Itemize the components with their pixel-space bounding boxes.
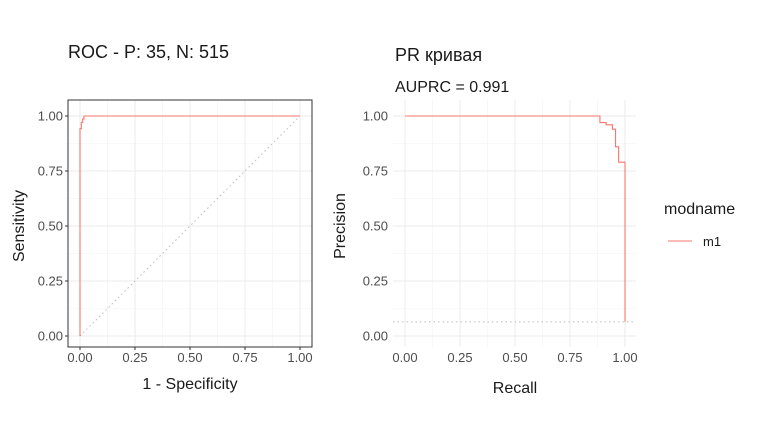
roc-y-tick-label: 0.25 (38, 274, 63, 289)
roc-y-tick-label: 0.00 (38, 329, 63, 344)
roc-x-tick-label: 0.75 (232, 350, 257, 365)
pr-y-tick-label: 0.50 (363, 219, 388, 234)
legend-label-m1: m1 (703, 234, 721, 249)
pr-x-tick-label: 0.75 (557, 350, 582, 365)
pr-tick-labels: 0.00 0.25 0.50 0.75 1.00 0.00 0.25 0.50 0.75 1.00 (363, 109, 638, 366)
roc-chart: ROC - P: 35, N: 515 0.00 0.25 0.50 0.75 1.00… (11, 42, 313, 393)
pr-y-tick-label: 0.00 (363, 329, 388, 344)
pr-x-tick-label: 0.25 (447, 350, 472, 365)
roc-y-tick-label: 0.75 (38, 164, 63, 179)
roc-x-tick-label: 0.50 (177, 350, 202, 365)
roc-gridlines (68, 100, 312, 347)
roc-x-axis-title: 1 - Specificity (142, 376, 237, 393)
pr-y-tick-label: 1.00 (363, 109, 388, 124)
roc-x-tick-label: 1.00 (287, 350, 312, 365)
pr-x-tick-label: 1.00 (612, 350, 637, 365)
roc-y-tick-label: 1.00 (38, 109, 63, 124)
pr-x-tick-label: 0.50 (502, 350, 527, 365)
roc-x-tick-label: 0.25 (122, 350, 147, 365)
pr-y-tick-label: 0.75 (363, 164, 388, 179)
roc-series-m1 (79, 115, 300, 336)
pr-subtitle: AUPRC = 0.991 (395, 79, 509, 96)
pr-y-axis-title: Precision (332, 193, 349, 259)
legend-title: modname (664, 201, 735, 218)
pr-chart: PR кривая AUPRC = 0.991 0.00 0.25 0.50 0.75… (332, 45, 638, 397)
pr-gridlines (393, 100, 636, 347)
pr-title: PR кривая (395, 45, 482, 65)
roc-y-axis-title: Sensitivity (11, 190, 28, 262)
pr-series-m1 (405, 115, 626, 322)
roc-panel-border (67, 99, 313, 348)
legend: modname m1 (664, 201, 735, 249)
pr-x-tick-label: 0.00 (392, 350, 417, 365)
roc-y-tick-label: 0.50 (38, 219, 63, 234)
roc-tick-labels: 0.00 0.25 0.50 0.75 1.00 0.00 0.25 0.50 0.75 1.00 (38, 109, 313, 366)
pr-x-axis-title: Recall (493, 380, 537, 397)
roc-x-tick-label: 0.00 (67, 350, 92, 365)
roc-title: ROC - P: 35, N: 515 (68, 42, 229, 62)
pr-y-tick-label: 0.25 (363, 274, 388, 289)
